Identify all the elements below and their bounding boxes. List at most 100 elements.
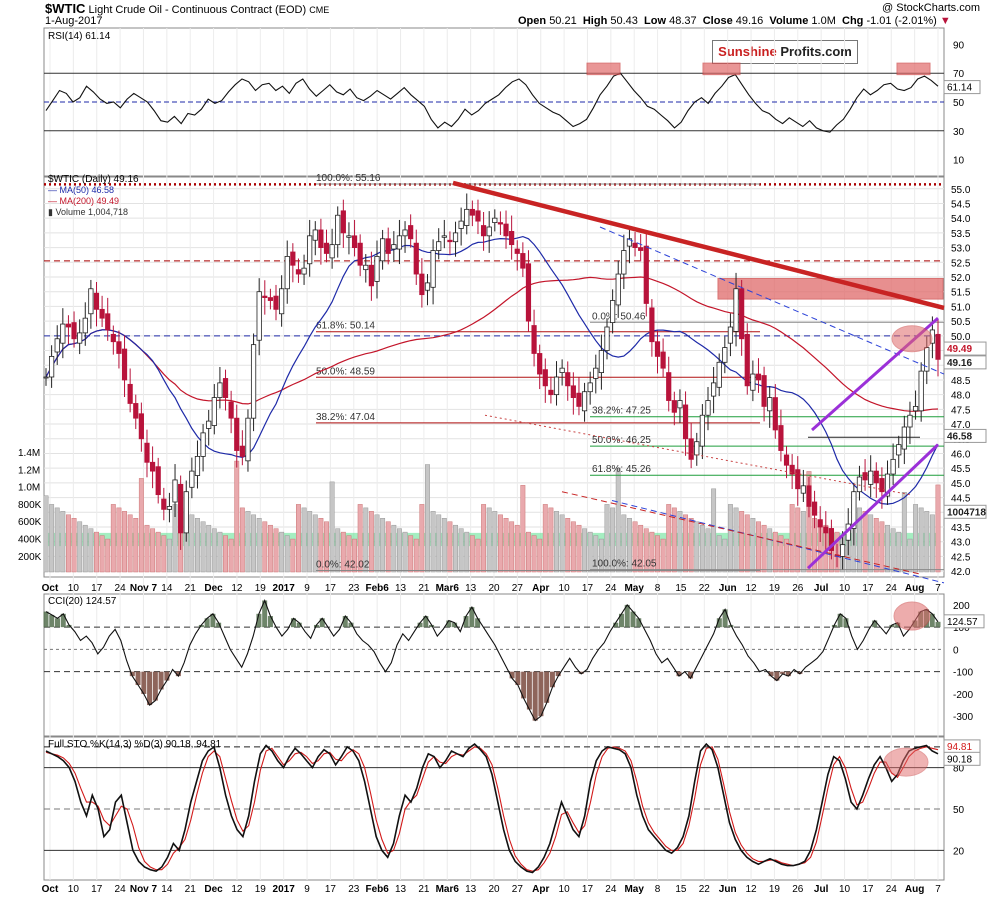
candle-body [172, 479, 178, 503]
volume-tick-label: 200K [18, 552, 42, 563]
volume-bar [744, 514, 750, 573]
volume-bar [385, 521, 391, 573]
price-tick-label: 52.5 [951, 258, 971, 269]
candle-body [385, 238, 391, 254]
x-tick-label: Dec [204, 583, 223, 594]
x-tick-label-bottom: 19 [255, 884, 267, 895]
volume-tick-label: 1.4M [18, 448, 40, 459]
candle-body [761, 375, 767, 407]
candle-body [116, 341, 122, 354]
cci-oversold-fill [578, 671, 584, 674]
candle-body [559, 367, 565, 373]
volume-bar [396, 528, 402, 573]
exchange: CME [309, 5, 330, 15]
candle-body [733, 288, 739, 332]
x-tick-label-bottom: Feb6 [365, 884, 389, 895]
cci-tick-label: -300 [953, 712, 973, 723]
cci-overbought-fill [43, 611, 49, 628]
candle-body [486, 226, 492, 237]
volume-bar [441, 518, 447, 573]
sto-k-value-box [943, 751, 981, 766]
fib-label-right: 100.0%: 42.05 [592, 559, 657, 570]
candle-body [772, 397, 778, 431]
volume-bar [166, 538, 172, 573]
volume-bar [464, 531, 470, 573]
cci-overbought-fill [636, 618, 642, 628]
volume-bar [267, 524, 273, 573]
candle-body [312, 229, 318, 241]
volume-bar [105, 538, 111, 573]
candle-body [666, 372, 672, 401]
cci-tick-label: 200 [953, 601, 970, 612]
price-tick-label: 47.0 [951, 420, 971, 431]
candle-body [279, 288, 285, 315]
rising-channel-lower [806, 443, 940, 570]
x-tick-label-bottom: Dec [204, 884, 223, 895]
x-tick-label: 10 [839, 583, 851, 594]
candle-body [357, 242, 363, 266]
fib-label-left: 0.0%: 42.02 [316, 560, 370, 571]
candle-body [879, 478, 885, 493]
x-tick-label: 13 [395, 583, 407, 594]
x-tick-label: 7 [935, 583, 941, 594]
candle-body [856, 476, 863, 493]
price-tick-label: 42.5 [951, 552, 971, 563]
candle-body [907, 414, 913, 428]
price-tick-label: 51.5 [951, 288, 971, 299]
x-tick-label-bottom: 17 [91, 884, 103, 895]
price-tick-label: 55.0 [951, 185, 971, 196]
candle-body [452, 232, 459, 243]
volume-bar [239, 507, 245, 573]
x-tick-label: 24 [115, 583, 127, 594]
candle-body [525, 263, 532, 322]
candle-body [363, 264, 369, 271]
x-tick-label: 10 [68, 583, 80, 594]
volume-bar [391, 524, 397, 573]
volume-bar [88, 528, 94, 573]
rsi-value-label: 61.14 [947, 83, 972, 94]
candle-body [245, 417, 251, 462]
x-tick-label: Oct [42, 583, 59, 594]
price-tick-label: 42.0 [951, 567, 971, 578]
x-tick-label: 21 [418, 583, 430, 594]
blue-dashed-trendline [599, 226, 945, 375]
cci-oversold-fill [768, 671, 774, 677]
candle-body [284, 256, 290, 290]
legend-volume: ▮ Volume 1,004,718 [48, 207, 128, 217]
sto-tick-label: 20 [953, 846, 965, 857]
candle-body [391, 244, 397, 250]
volume-bar [256, 518, 262, 573]
highlight-ellipse [891, 325, 933, 353]
x-tick-label-bottom: 17 [325, 884, 337, 895]
ma50-line [45, 235, 939, 505]
volume-bar [324, 521, 329, 573]
candlesticks [43, 193, 941, 570]
volume-bar [200, 521, 206, 573]
legend-ma200: — MA(200) 49.49 [48, 196, 119, 206]
candle-body [374, 256, 380, 282]
candle-body [682, 404, 689, 440]
volume-bar [554, 511, 559, 573]
candle-body [694, 441, 700, 456]
x-tick-label: Feb6 [365, 583, 389, 594]
candle-body [576, 392, 582, 407]
candle-body [587, 382, 593, 393]
x-tick-label: 23 [348, 583, 360, 594]
x-tick-label: 27 [512, 583, 524, 594]
rsi-tick-label: 90 [953, 40, 965, 51]
volume-bar [329, 481, 335, 573]
volume-bar [907, 538, 913, 573]
candle-body [239, 445, 245, 457]
price-tick-label: 51.0 [951, 302, 971, 313]
x-tick-label: 9 [304, 583, 310, 594]
x-tick-label: 19 [255, 583, 267, 594]
volume-bar [615, 467, 621, 573]
x-tick-label-bottom: 20 [488, 884, 500, 895]
candle-body [346, 235, 352, 238]
candle-body [688, 438, 694, 460]
candle-body [581, 391, 588, 412]
candle-body [615, 273, 621, 306]
x-tick-label-bottom: 15 [675, 884, 687, 895]
x-tick-label-bottom: May [624, 884, 644, 895]
value-tag-label: 46.58 [947, 431, 972, 442]
